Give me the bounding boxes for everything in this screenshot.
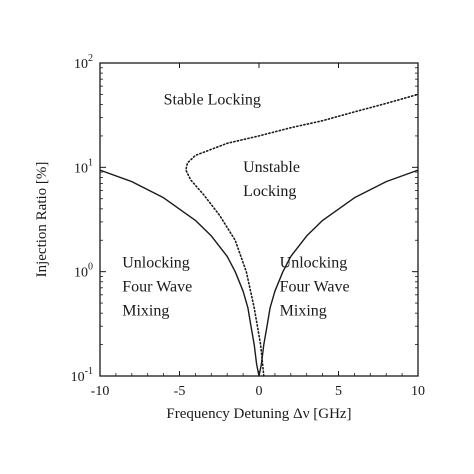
x-axis-label: Frequency Detuning Δν [GHz] [166,406,351,422]
tick-layer: -10 -5 0 5 10 10-1 100 101 102 [71,53,425,399]
series-layer [99,93,419,377]
annotation-layer: Stable Locking Unstable Locking Unlocking Fo… [122,92,349,320]
plot-area [99,62,419,377]
x-tick-label: -10 [91,384,110,399]
region-label: Stable Locking [164,92,261,109]
region-label: Unstable Locking [243,159,300,200]
y-tick-label: 100 [74,262,93,281]
x-tick-label: 0 [256,384,263,399]
region-label: Unlocking Four Wave Mixing [280,254,350,319]
plot-frame [99,62,419,377]
y-tick-label: 102 [74,53,93,72]
x-tick-label: -5 [174,384,186,399]
series-1-line [185,93,419,377]
y-tick-label: 101 [74,157,93,176]
y-tick-label: 10-1 [71,366,93,385]
x-tick-label: 5 [335,384,342,399]
x-tick-label: 10 [411,384,425,399]
region-label: Unlocking Four Wave Mixing [122,254,192,319]
series-0-line [99,169,419,377]
y-axis-label: Injection Ratio [%] [34,162,50,278]
